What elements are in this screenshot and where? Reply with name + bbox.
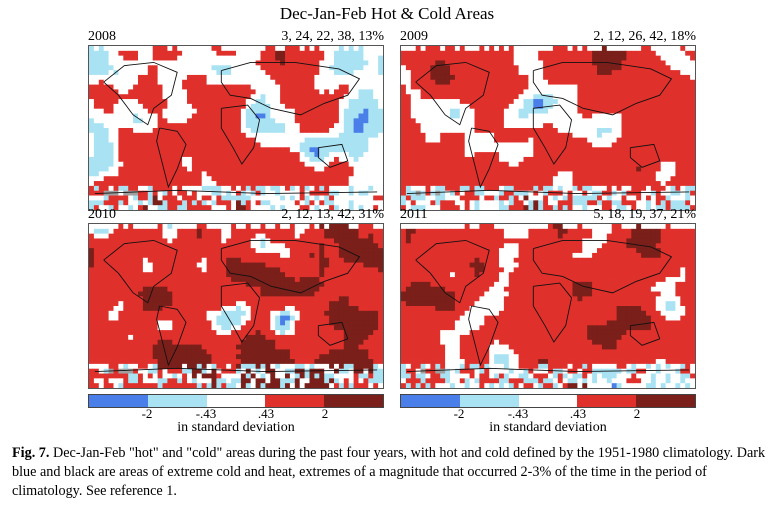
anomaly-map bbox=[88, 45, 384, 211]
panel-stats: 2, 12, 13, 42, 31% bbox=[281, 207, 384, 222]
legend-swatch bbox=[636, 395, 695, 407]
panel-year-label: 2008 bbox=[88, 29, 116, 44]
panel-stats: 5, 18, 19, 37, 21% bbox=[593, 207, 696, 222]
legend-swatch bbox=[147, 395, 207, 407]
legend-tick: .43 bbox=[569, 406, 587, 421]
legend-tick: 2 bbox=[633, 406, 641, 421]
legend-color-bar bbox=[88, 394, 384, 408]
legend-swatch bbox=[89, 395, 148, 407]
panel-year-label: 2011 bbox=[400, 207, 428, 222]
figure-title: Dec-Jan-Feb Hot & Cold Areas bbox=[279, 4, 495, 23]
legend-swatch bbox=[459, 395, 519, 407]
legend-unit-label: in standard deviation bbox=[177, 420, 295, 435]
figure-caption: Fig. 7. Dec-Jan-Feb "hot" and "cold" are… bbox=[12, 444, 768, 501]
legend-swatch bbox=[324, 395, 383, 407]
legend-tick: -.43 bbox=[507, 406, 529, 421]
color-legend-right: -2 -.43 .43 2 in standard deviation bbox=[400, 394, 696, 438]
legend-swatch bbox=[518, 395, 578, 407]
panel-stats: 3, 24, 22, 38, 13% bbox=[281, 29, 384, 44]
legend-swatch bbox=[206, 395, 266, 407]
map-panel-2008: 2008 3, 24, 22, 38, 13% bbox=[88, 29, 384, 217]
map-panel-2010: 2010 2, 12, 13, 42, 31% bbox=[88, 207, 384, 395]
legend-tick: -.43 bbox=[195, 406, 217, 421]
legend-color-bar bbox=[400, 394, 696, 408]
legend-swatch bbox=[265, 395, 325, 407]
panel-year-label: 2010 bbox=[88, 207, 116, 222]
map-panel-2011: 2011 5, 18, 19, 37, 21% bbox=[400, 207, 696, 395]
color-legend-left: -2 -.43 .43 2 in standard deviation bbox=[88, 394, 384, 438]
anomaly-map bbox=[400, 223, 696, 389]
legend-tick: .43 bbox=[257, 406, 275, 421]
caption-text: Dec-Jan-Feb "hot" and "cold" areas durin… bbox=[12, 445, 766, 499]
caption-label: Fig. 7. bbox=[12, 445, 50, 461]
legend-tick: -2 bbox=[141, 406, 153, 421]
anomaly-map bbox=[88, 223, 384, 389]
panel-stats: 2, 12, 26, 42, 18% bbox=[593, 29, 696, 44]
panel-year-label: 2009 bbox=[400, 29, 428, 44]
legend-unit-label: in standard deviation bbox=[489, 420, 607, 435]
anomaly-map bbox=[400, 45, 696, 211]
legend-swatch bbox=[401, 395, 460, 407]
legend-tick: 2 bbox=[321, 406, 329, 421]
legend-swatch bbox=[577, 395, 637, 407]
legend-tick: -2 bbox=[453, 406, 465, 421]
map-panel-2009: 2009 2, 12, 26, 42, 18% bbox=[400, 29, 696, 217]
